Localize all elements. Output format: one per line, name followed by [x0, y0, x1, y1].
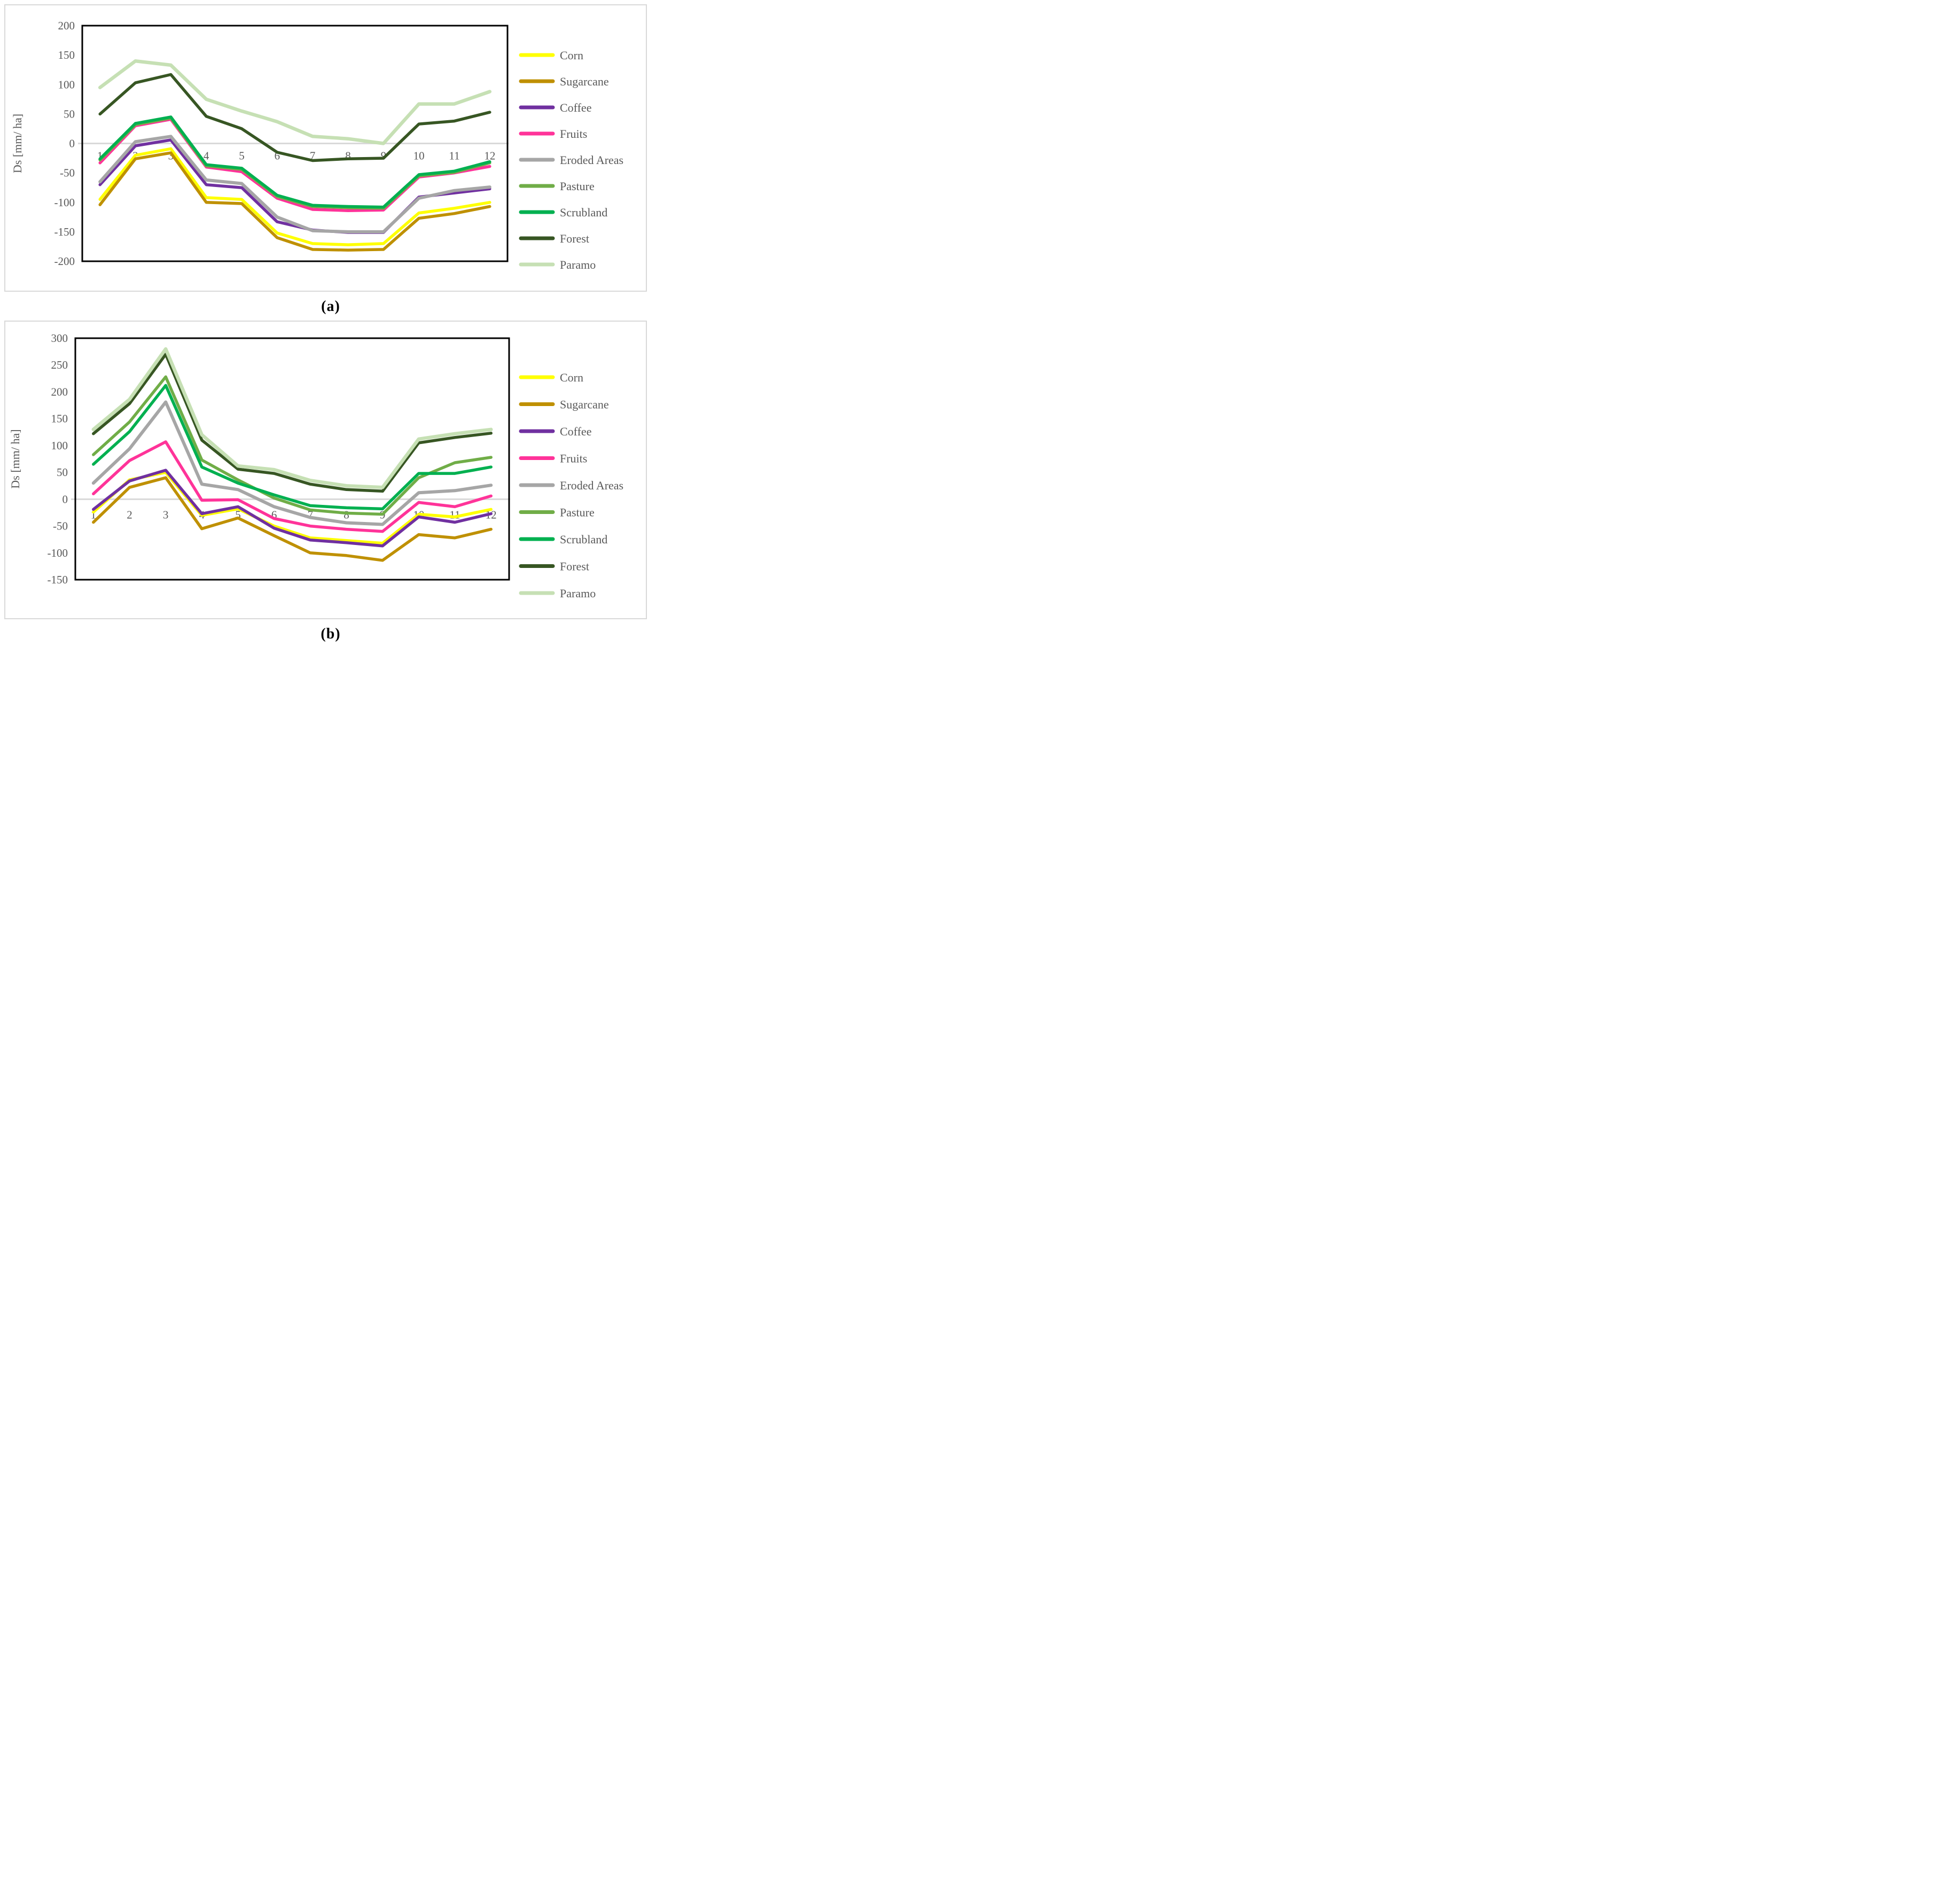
x-tick-label: 6: [271, 508, 277, 521]
y-tick-label: -150: [54, 225, 75, 238]
series-line-eroded-areas: [98, 135, 491, 233]
y-tick-label: 100: [51, 439, 68, 452]
series-line-eroded-areas: [91, 400, 493, 526]
legend-label-fruits: Fruits: [560, 127, 587, 141]
y-tick-label: -150: [48, 573, 68, 586]
y-tick-label: -100: [48, 547, 68, 559]
legend-label-paramo: Paramo: [560, 587, 596, 600]
x-tick-label: 8: [343, 508, 349, 521]
series-line-forest: [98, 73, 491, 162]
x-tick-label: 5: [235, 508, 241, 521]
legend-label-corn: Corn: [560, 49, 583, 62]
y-tick-label: 250: [51, 359, 68, 371]
x-tick-label: 7: [310, 150, 316, 162]
legend-label-sugarcane: Sugarcane: [560, 75, 609, 88]
legend-label-sugarcane: Sugarcane: [560, 398, 609, 411]
legend-label-eroded-areas: Eroded Areas: [560, 479, 623, 492]
y-axis-title: Ds [mm/ ha]: [11, 114, 24, 173]
legend-label-scrubland: Scrubland: [560, 533, 607, 546]
x-tick-label: 9: [381, 150, 387, 162]
caption-a: (a): [321, 298, 340, 315]
legend-label-corn: Corn: [560, 371, 583, 384]
series-line-corn: [98, 147, 491, 246]
plot-border: [81, 25, 509, 262]
series-line-sugarcane: [98, 151, 491, 252]
y-tick-label: 50: [57, 466, 68, 479]
x-tick-label: 4: [204, 150, 209, 162]
y-tick-label: 200: [51, 385, 68, 398]
x-tick-label: 7: [308, 508, 314, 521]
x-tick-label: 1: [97, 150, 103, 162]
legend-label-eroded-areas: Eroded Areas: [560, 153, 623, 167]
x-tick-label: 3: [163, 508, 169, 521]
y-tick-label: 150: [58, 49, 75, 61]
figure: 200 150 100 50 0 -50 -100 -150 -200 1 2 3 4 5 6 7 8 9 10 11…: [0, 0, 653, 648]
y-tick-label: 200: [58, 19, 75, 32]
series-line-paramo: [91, 347, 493, 489]
y-tick-label: 50: [64, 107, 75, 120]
x-tick-label: 12: [484, 150, 495, 162]
plot-border: [74, 337, 510, 581]
x-tick-label: 2: [127, 508, 132, 521]
y-tick-label: -50: [60, 167, 75, 180]
y-tick-label: 150: [51, 412, 68, 425]
y-tick-label: 300: [51, 332, 68, 345]
x-tick-label: 10: [413, 150, 425, 162]
legend-label-fruits: Fruits: [560, 452, 587, 465]
series-line-coffee: [92, 469, 493, 548]
y-axis-title: Ds [mm/ ha]: [9, 429, 22, 488]
series-line-paramo: [98, 59, 492, 145]
y-tick-label: -100: [54, 196, 75, 209]
y-tick-label: 0: [63, 493, 68, 505]
series-line-scrubland: [98, 115, 491, 209]
legend-label-coffee: Coffee: [560, 425, 591, 438]
x-tick-label: 6: [275, 150, 280, 162]
series-line-corn: [92, 471, 493, 545]
legend-label-coffee: Coffee: [560, 101, 591, 114]
legend-label-paramo: Paramo: [560, 258, 596, 271]
x-tick-label: 8: [345, 150, 351, 162]
x-tick-label: 11: [449, 150, 459, 162]
series-line-forest: [92, 353, 493, 493]
series-line-pasture: [92, 375, 493, 516]
x-tick-label: 5: [239, 150, 245, 162]
y-tick-label: -200: [54, 255, 75, 268]
series-line-fruits: [92, 440, 493, 533]
series-line-sugarcane: [92, 476, 493, 562]
y-tick-label: 0: [69, 137, 75, 150]
legend-label-forest: Forest: [560, 232, 589, 245]
y-tick-label: -50: [53, 520, 68, 533]
legend-label-pasture: Pasture: [560, 506, 595, 519]
y-tick-label: 100: [58, 78, 75, 91]
panel-a: 200 150 100 50 0 -50 -100 -150 -200 1 2 3 4 5 6 7 8 9 10 11…: [4, 4, 647, 292]
legend-label-pasture: Pasture: [560, 180, 595, 193]
series-line-scrubland: [92, 384, 493, 511]
x-tick-label: 3: [168, 150, 174, 162]
caption-b: (b): [321, 626, 341, 642]
legend-label-scrubland: Scrubland: [560, 206, 607, 219]
x-tick-label: 1: [91, 508, 97, 521]
panel-b: 300 250 200 150 100 50 0 -50 -100 -150 1 2 3 4 5 6 7 8 9 10…: [4, 321, 647, 619]
legend-label-forest: Forest: [560, 560, 589, 573]
